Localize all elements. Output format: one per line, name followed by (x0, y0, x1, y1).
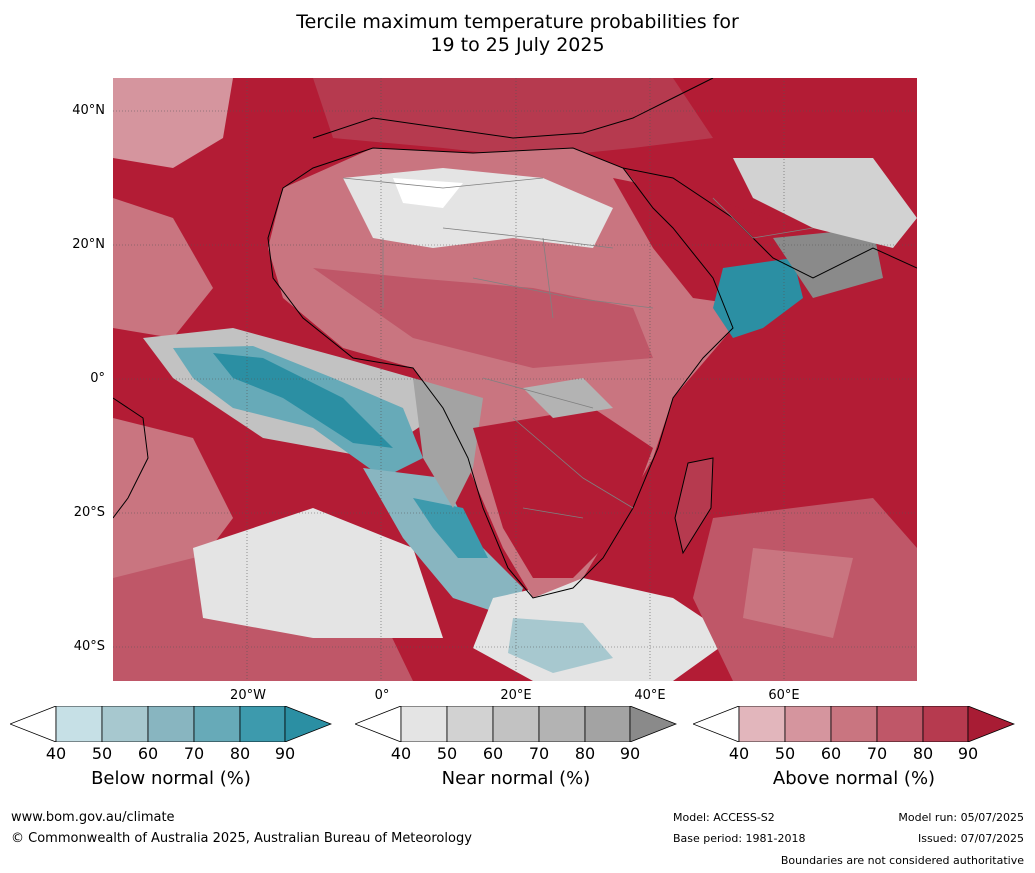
below-normal-label: Below normal (%) (91, 768, 251, 789)
lat-label-40n: 40°N (72, 103, 105, 118)
above-normal-segment (830, 706, 878, 742)
disclaimer-text: Boundaries are not considered authoritat… (780, 854, 1024, 867)
near-normal-segment (400, 706, 448, 742)
sahara-white (393, 178, 463, 208)
near-normal-colorbar (355, 706, 677, 742)
base-period-text: Base period: 1981-2018 (673, 832, 806, 845)
below-normal-segment (55, 706, 103, 742)
arabia-coastline (622, 167, 917, 279)
above-normal-segment (738, 706, 786, 742)
graticule (113, 78, 917, 681)
probability-map (113, 78, 917, 681)
below-tick-40: 40 (45, 744, 67, 763)
near-tick-60: 60 (482, 744, 504, 763)
lat-label-20s: 20°S (73, 505, 105, 520)
arabian-sea-gray (773, 228, 883, 298)
below-normal-high-arrow (284, 706, 332, 742)
above-tick-40: 40 (728, 744, 750, 763)
above-light-patch (113, 198, 213, 338)
sahel-above (313, 268, 653, 368)
below-normal-low-arrow (10, 706, 57, 742)
south-america-coastline (113, 397, 149, 519)
near-normal-segment (538, 706, 586, 742)
above-tick-50: 50 (774, 744, 796, 763)
near-tick-80: 80 (574, 744, 596, 763)
southern-africa-above (473, 408, 653, 578)
below-normal-segment (239, 706, 286, 742)
above-normal-colorbar (693, 706, 1015, 742)
below-normal-ocean (173, 346, 423, 478)
below-normal-ocean (508, 618, 613, 673)
model-text: Model: ACCESS-S2 (673, 811, 775, 824)
above-normal-high-arrow (967, 706, 1015, 742)
above-normal-low-arrow (693, 706, 740, 742)
above-tick-80: 80 (912, 744, 934, 763)
near-normal-high-arrow (629, 706, 677, 742)
below-normal-segment (147, 706, 195, 742)
lat-label-0: 0° (90, 371, 105, 386)
below-normal-colorbar (10, 706, 332, 742)
below-normal-ocean (363, 468, 523, 618)
map-title-line1: Tercile maximum temperature probabilitie… (296, 11, 739, 33)
lat-label-40s: 40°S (73, 639, 105, 654)
lon-label-60e: 60°E (768, 688, 800, 703)
website-link[interactable]: www.bom.gov.au/climate (11, 810, 175, 825)
below-tick-90: 90 (274, 744, 296, 763)
below-tick-60: 60 (137, 744, 159, 763)
near-tick-70: 70 (528, 744, 550, 763)
above-tick-90: 90 (957, 744, 979, 763)
near-normal-segment (584, 706, 631, 742)
above-normal-segment (876, 706, 924, 742)
above-normal-segment (922, 706, 969, 742)
model-run-text: Model run: 05/07/2025 (898, 811, 1024, 824)
issued-text: Issued: 07/07/2025 (917, 832, 1024, 845)
europe-coastline (312, 78, 714, 139)
near-normal-label: Near normal (%) (441, 768, 591, 789)
near-normal-low-arrow (355, 706, 402, 742)
europe-land (313, 78, 713, 158)
below-tick-70: 70 (183, 744, 205, 763)
madagascar (675, 458, 713, 553)
below-tick-80: 80 (229, 744, 251, 763)
lon-label-0: 0° (374, 688, 390, 703)
below-normal-segment (101, 706, 149, 742)
above-tick-70: 70 (866, 744, 888, 763)
near-normal-segment (446, 706, 494, 742)
below-normal-segment (193, 706, 241, 742)
above-tick-60: 60 (820, 744, 842, 763)
below-tick-50: 50 (91, 744, 113, 763)
madagascar-coastline (674, 457, 714, 555)
lon-label-20e: 20°E (500, 688, 532, 703)
near-tick-50: 50 (436, 744, 458, 763)
lat-label-20n: 20°N (72, 237, 105, 252)
lon-label-20w: 20°W (230, 688, 266, 703)
near-normal-segment (492, 706, 540, 742)
central-africa-gray (413, 378, 483, 508)
near-tick-40: 40 (390, 744, 412, 763)
near-normal-ocean (193, 508, 443, 638)
lon-label-40e: 40°E (634, 688, 666, 703)
above-light-patch (743, 548, 853, 638)
map-canvas (113, 78, 917, 681)
arabian-sea-below (713, 258, 803, 338)
east-africa-gray (523, 378, 613, 418)
near-tick-90: 90 (619, 744, 641, 763)
above-light-patch (113, 78, 233, 168)
map-title-line2: 19 to 25 July 2025 (430, 34, 605, 56)
above-normal-segment (784, 706, 832, 742)
country-borders (342, 177, 814, 519)
below-normal-ocean (213, 353, 393, 448)
iran-near-normal (733, 158, 917, 248)
above-normal-label: Above normal (%) (772, 768, 936, 789)
copyright-text: © Commonwealth of Australia 2025, Austra… (11, 831, 472, 846)
